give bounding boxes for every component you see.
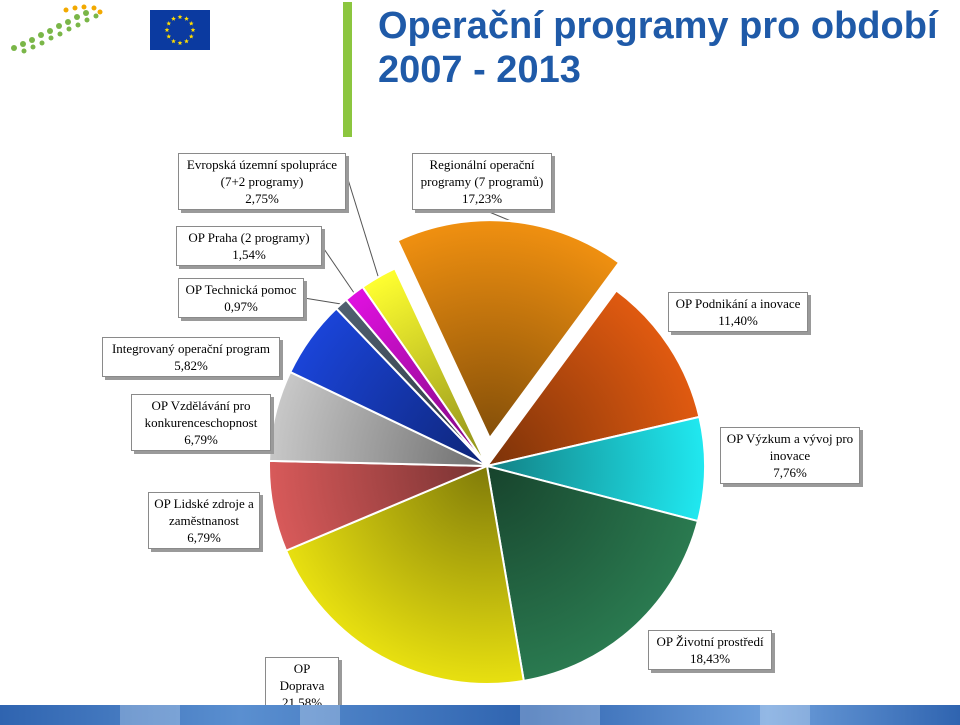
slice-label: OP Vzdělávání pro konkurenceschopnost 6,79…: [131, 394, 271, 451]
page-title: Operační programy pro období 2007 - 2013: [378, 5, 938, 91]
slice-label-value: 5,82%: [174, 358, 208, 373]
slice-label-value: 18,43%: [689, 651, 731, 666]
eu-star-icon: [184, 16, 189, 21]
slice-label: Evropská územní spolupráce (7+2 programy)…: [178, 153, 346, 210]
slice-label-value: 2,75%: [245, 191, 279, 206]
eu-star-icon: [171, 38, 176, 44]
slice-label: OP Podnikání a inovace 11,40%: [668, 292, 808, 332]
slice-label-name: OP Doprava: [279, 661, 325, 693]
eu-flag-stars: [164, 14, 196, 46]
slice-label-name: OP Vzdělávání pro: [151, 398, 251, 413]
slice-label-value: 0,97%: [224, 299, 258, 314]
slice-label-value: 6,79%: [187, 530, 221, 545]
eu-star-icon: [190, 27, 196, 33]
slice-label: Regionální operační programy (7 programů)…: [412, 153, 552, 210]
pie-slice-4: [485, 464, 700, 683]
leader-lines: [303, 172, 512, 305]
eu-star-icon: [164, 27, 170, 33]
slice-label-name: Evropská územní spolupráce: [186, 157, 338, 172]
bottom-band: [0, 705, 960, 725]
pie-slices: [268, 219, 706, 685]
slice-label-value: 6,79%: [184, 432, 218, 447]
slice-label-name: OP Technická pomoc: [185, 282, 297, 297]
pie-slice-11: [361, 267, 488, 467]
slice-label-name: OP Lidské zdroje a: [154, 496, 254, 511]
leader-line: [345, 172, 379, 278]
slice-label: OP Lidské zdroje a zaměstnanost 6,79%: [148, 492, 260, 549]
slice-label-name-cont: (7+2 programy): [220, 174, 304, 189]
slice-label-name: Regionální operační: [429, 157, 535, 172]
pie-slice-1: [396, 219, 621, 441]
slice-label-name: OP Praha (2 programy): [188, 230, 310, 245]
eu-star-icon: [166, 34, 172, 39]
pie-slice-2: [484, 289, 701, 468]
leader-line: [481, 208, 512, 222]
leader-line: [321, 245, 355, 294]
slice-label-name-cont: inovace: [769, 448, 811, 463]
slice-label: OP Výzkum a vývoj pro inovace 7,76%: [720, 427, 860, 484]
slice-label-value: 7,76%: [773, 465, 807, 480]
slice-label: OP Praha (2 programy) 1,54%: [176, 226, 322, 266]
eu-star-icon: [188, 21, 194, 26]
eu-star-icon: [177, 14, 183, 20]
eu-star-icon: [171, 16, 176, 21]
slice-label-value: 17,23%: [461, 191, 503, 206]
pie-slice-5: [284, 464, 525, 685]
eu-star-icon: [177, 40, 183, 46]
logo-icon: [11, 4, 103, 54]
slice-label-name-cont: konkurenceschopnost: [144, 415, 258, 430]
slice-label-name: OP Podnikání a inovace: [675, 296, 801, 311]
eu-star-icon: [184, 38, 189, 44]
slice-label: Integrovaný operační program 5,82%: [102, 337, 280, 377]
slice-label: OP Životní prostředí 18,43%: [648, 630, 772, 670]
slice-label-value: 11,40%: [718, 313, 758, 328]
slice-label-name-cont: zaměstnanost: [168, 513, 240, 528]
eu-flag-icon: [150, 10, 210, 50]
slice-label: OP Technická pomoc 0,97%: [178, 278, 304, 318]
accent-bar: [343, 2, 352, 137]
slice-label-name: Integrovaný operační program: [111, 341, 271, 356]
eu-star-icon: [188, 34, 194, 39]
leader-line: [303, 297, 342, 305]
slice-label-value: 1,54%: [232, 247, 266, 262]
slice-label-name-cont: programy (7 programů): [420, 174, 544, 189]
slice-label-name: OP Výzkum a vývoj pro: [726, 431, 854, 446]
pie-slice-3: [486, 415, 706, 523]
eu-star-icon: [166, 21, 172, 26]
slice-label-name: OP Životní prostředí: [656, 634, 764, 649]
